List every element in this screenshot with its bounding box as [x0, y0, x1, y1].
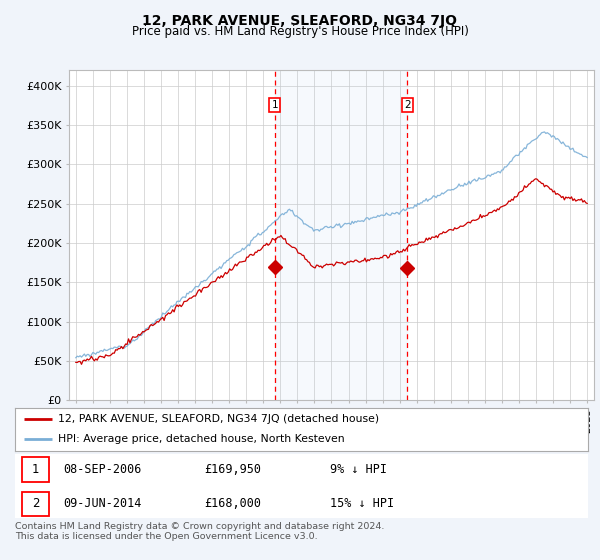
- Text: Contains HM Land Registry data © Crown copyright and database right 2024.
This d: Contains HM Land Registry data © Crown c…: [15, 522, 385, 542]
- Text: £169,950: £169,950: [204, 463, 261, 476]
- Text: Price paid vs. HM Land Registry's House Price Index (HPI): Price paid vs. HM Land Registry's House …: [131, 25, 469, 38]
- Text: 9% ↓ HPI: 9% ↓ HPI: [330, 463, 387, 476]
- FancyBboxPatch shape: [22, 492, 49, 516]
- Text: 2: 2: [404, 100, 410, 110]
- Bar: [275, 70, 407, 400]
- Text: 1: 1: [32, 463, 40, 476]
- Text: £168,000: £168,000: [204, 497, 261, 510]
- Text: 08-SEP-2006: 08-SEP-2006: [64, 463, 142, 476]
- Text: 2: 2: [32, 497, 40, 510]
- Text: 12, PARK AVENUE, SLEAFORD, NG34 7JQ (detached house): 12, PARK AVENUE, SLEAFORD, NG34 7JQ (det…: [58, 414, 379, 424]
- Text: 15% ↓ HPI: 15% ↓ HPI: [330, 497, 394, 510]
- Text: 1: 1: [271, 100, 278, 110]
- Text: 12, PARK AVENUE, SLEAFORD, NG34 7JQ: 12, PARK AVENUE, SLEAFORD, NG34 7JQ: [143, 14, 458, 28]
- FancyBboxPatch shape: [22, 458, 49, 482]
- Text: 09-JUN-2014: 09-JUN-2014: [64, 497, 142, 510]
- Text: HPI: Average price, detached house, North Kesteven: HPI: Average price, detached house, Nort…: [58, 434, 344, 444]
